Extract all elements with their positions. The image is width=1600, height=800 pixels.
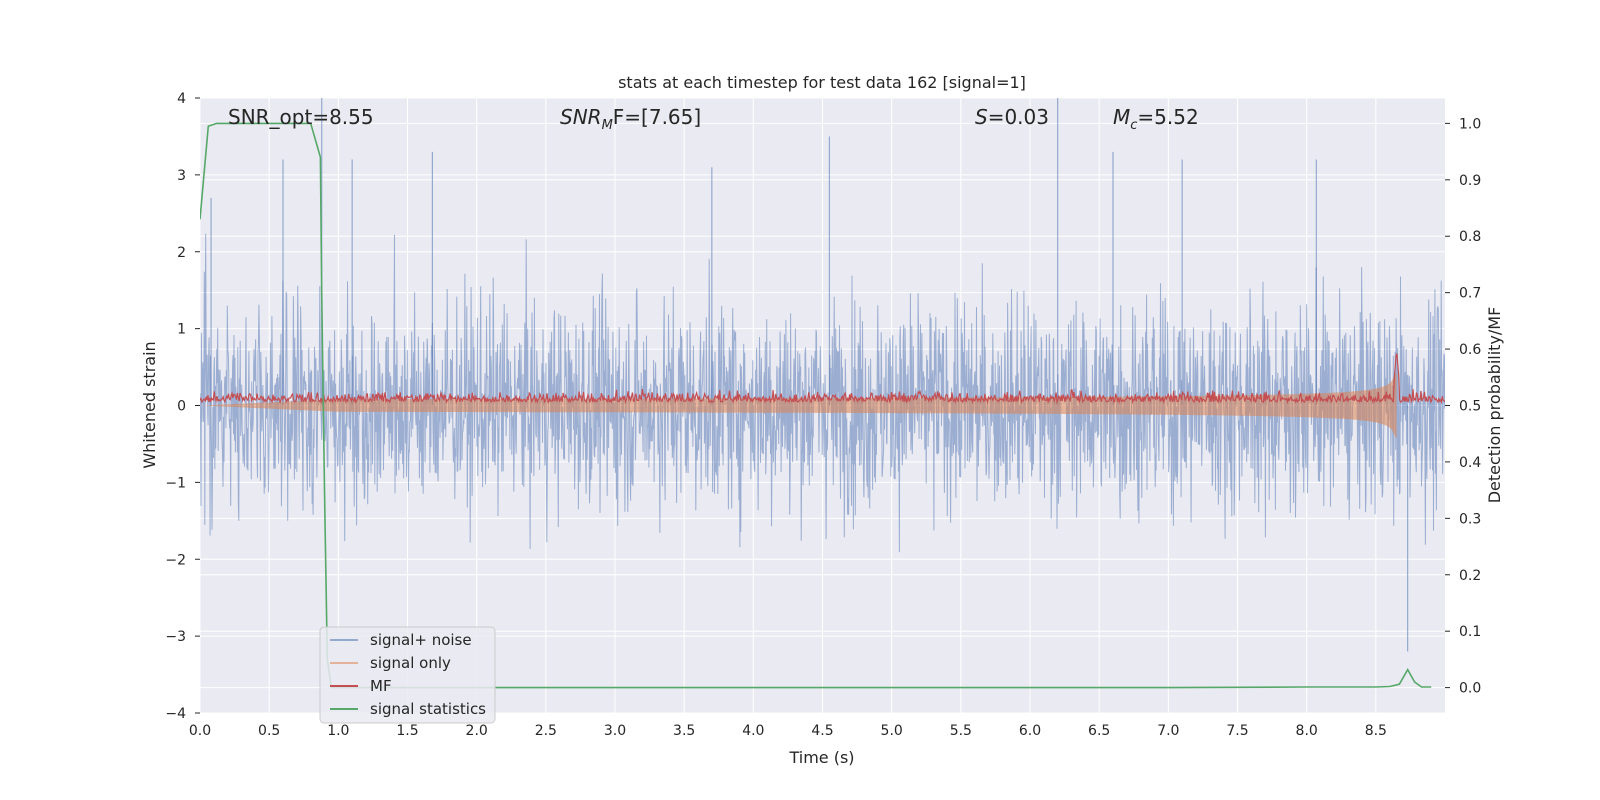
y-tick-label-left: 0 (177, 399, 186, 415)
y-tick-label-right: 0.4 (1459, 455, 1481, 471)
y-tick-label-right: 0.6 (1459, 342, 1481, 358)
x-tick-label: 1.5 (396, 723, 418, 739)
x-tick-label: 4.5 (811, 723, 833, 739)
series-mf (200, 353, 1445, 405)
y-axis-label-right: Detection probability/MF (1485, 307, 1504, 504)
y-tick-label-right: 0.8 (1459, 229, 1481, 245)
legend-label-mf: MF (370, 677, 392, 695)
x-tick-label: 2.5 (535, 723, 557, 739)
y-tick-label-right: 0.5 (1459, 399, 1481, 415)
y-tick-label-right: 0.2 (1459, 568, 1481, 584)
y-tick-label-left: 1 (177, 322, 186, 338)
y-tick-label-left: −2 (165, 552, 186, 568)
x-tick-label: 1.0 (327, 723, 349, 739)
annotation-s: S=0.03 (975, 105, 1049, 129)
y-tick-label-left: −4 (165, 706, 186, 722)
y-tick-label-left: 3 (177, 168, 186, 184)
x-tick-label: 3.0 (604, 723, 626, 739)
legend-box (319, 626, 496, 724)
x-tick-label: 8.5 (1365, 723, 1387, 739)
y-tick-label-right: 0.0 (1459, 681, 1481, 697)
tick-labels: 0.0 0.5 1.0 1.5 2.0 2.5 3.0 3.5 4.0 4.5 5.0 5.5 6.0 6… (165, 91, 1481, 739)
legend-label-signal-only: signal only (370, 654, 451, 672)
y-tick-label-left: −3 (165, 629, 186, 645)
annotation-snr-mf: SNRMF=[7.65] (560, 105, 701, 133)
x-axis-label: Time (s) (788, 748, 854, 767)
legend: signal+ noise signal only MF signal stat… (319, 626, 496, 724)
x-tick-label: 6.5 (1088, 723, 1110, 739)
x-tick-label: 5.0 (881, 723, 903, 739)
y-tick-label-left: 2 (177, 245, 186, 261)
y-tick-label-right: 0.1 (1459, 624, 1481, 640)
legend-label-signal-noise: signal+ noise (370, 631, 472, 649)
x-tick-label: 5.5 (950, 723, 972, 739)
x-tick-label: 4.0 (742, 723, 764, 739)
x-tick-label: 6.0 (1019, 723, 1041, 739)
annotation-mc: Mc=5.52 (1113, 105, 1199, 133)
y-tick-label-right: 0.3 (1459, 511, 1481, 527)
legend-label-signal-statistics: signal statistics (370, 700, 486, 718)
annotations: SNR_opt=8.55 SNRMF=[7.65] S=0.03 Mc=5.52 (228, 105, 1199, 133)
x-tick-label: 0.0 (189, 723, 211, 739)
chart-title: stats at each timestep for test data 162… (618, 73, 1026, 92)
x-tick-label: 2.0 (466, 723, 488, 739)
x-tick-label: 8.0 (1296, 723, 1318, 739)
x-tick-label: 7.5 (1226, 723, 1248, 739)
series-signal-only (200, 372, 1397, 439)
y-axis-label-left: Whitened strain (140, 341, 159, 468)
annotation-snr-opt: SNR_opt=8.55 (228, 105, 374, 129)
series-layer (200, 98, 1445, 689)
x-tick-label: 0.5 (258, 723, 280, 739)
y-tick-label-left: −1 (165, 475, 186, 491)
series-signal-noise (200, 233, 1445, 553)
y-tick-label-right: 1.0 (1459, 116, 1481, 132)
y-tick-label-left: 4 (177, 91, 186, 107)
x-tick-label: 7.0 (1157, 723, 1179, 739)
y-tick-label-right: 0.7 (1459, 286, 1481, 302)
x-tick-label: 3.5 (673, 723, 695, 739)
y-tick-label-right: 0.9 (1459, 173, 1481, 189)
